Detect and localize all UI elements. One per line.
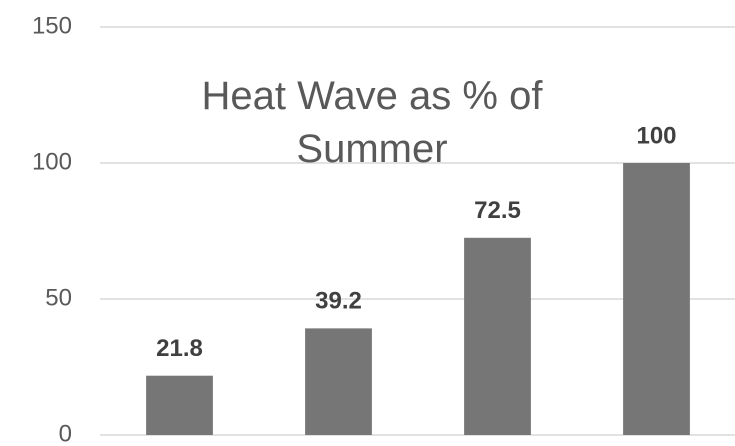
y-tick-label: 100 xyxy=(32,148,72,175)
data-label: 100 xyxy=(636,122,676,149)
data-label: 21.8 xyxy=(156,335,203,362)
y-tick-label: 150 xyxy=(32,12,72,39)
bar xyxy=(146,375,213,435)
bar xyxy=(305,328,372,435)
y-tick-label: 0 xyxy=(59,420,72,446)
y-tick-label: 50 xyxy=(45,284,72,311)
bar xyxy=(464,237,531,435)
data-label: 72.5 xyxy=(474,197,521,224)
data-label: 39.2 xyxy=(315,288,362,315)
bar xyxy=(623,163,690,435)
chart-title: Heat Wave as % of Summer xyxy=(201,74,543,171)
